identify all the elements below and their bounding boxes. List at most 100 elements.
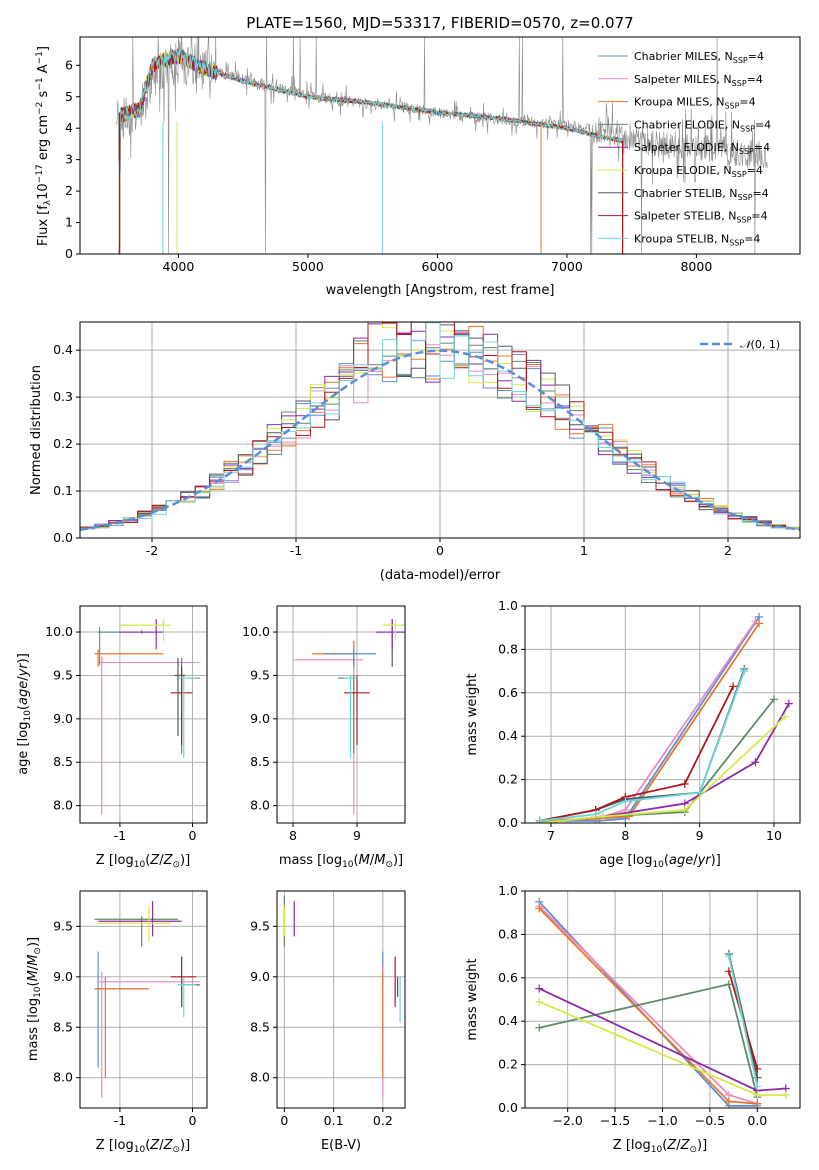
x-tick-label: 0 [436,543,444,558]
y-tick-label: 9.5 [250,667,270,682]
x-tick-label: 7 [547,828,555,843]
x-tick-label: 8 [289,828,297,843]
data-point [724,1097,733,1106]
series-kroupa-stelib [728,955,759,1087]
y-tick-label: 0.2 [498,772,518,787]
y-axis-label: age [log10(age/yr)] [16,653,33,775]
y-axis-label: mass weight [465,673,480,755]
x-tick-label: 0 [280,1113,288,1128]
y-tick-label: 9.0 [250,711,270,726]
x-tick-label: -1 [114,1113,126,1128]
x-tick-label: 0.0 [747,1113,767,1128]
y-tick-label: 8.5 [250,754,270,769]
x-tick-label: 9 [353,828,361,843]
x-tick-label: -1 [290,543,302,558]
mw_vs_age-axes: 7 8 9 10 0.0 0.2 0.4 0.6 0.8 1.0 [498,598,800,843]
histogram-axes: -2 -1 0 1 2 0.0 0.1 0.2 0.3 0.4 [53,322,800,558]
axes-frame [79,36,801,255]
y-tick-label: 0.8 [498,641,518,656]
legend-label: Chabrier MILES, NSSP=4 [634,50,764,65]
error-bars [293,619,405,815]
mass_vs_ebv-axes: 0 0.1 0.2 8.0 8.5 9.0 9.5 [250,891,405,1128]
legend-label: Salpeter STELIB, NSSP=4 [634,210,768,225]
y-tick-label: 0.0 [498,1100,518,1115]
mass_vs_Z-axes: -1 0 8.0 8.5 9.0 9.5 [53,891,207,1128]
model-salpeter-miles [118,50,623,254]
histogram-steps [80,322,800,532]
y-tick-label: 9.5 [53,667,73,682]
legend-label: Salpeter ELODIE, NSSP=4 [634,141,770,156]
spectrum-lines [116,37,768,254]
y-tick-label: 6 [65,57,73,72]
y-tick-label: 8.0 [53,1070,73,1085]
data-point [621,797,630,806]
model-salpeter-elodie [118,49,623,254]
model-kroupa-elodie [118,48,623,254]
x-axis-label: wavelength [Angstrom, rest frame] [326,283,555,298]
data-point [535,997,544,1006]
y-tick-label: 0.0 [498,815,518,830]
data-point [535,904,544,913]
y-tick-label: 10.0 [242,624,270,639]
series-lines [535,897,790,1108]
y-tick-label: 0.6 [498,685,518,700]
data-point [599,812,608,821]
x-axis-label: Z [log10(Z/Z⊙)] [613,1138,707,1155]
model-salpeter-stelib [118,47,623,254]
data-point [729,682,738,691]
model-kroupa-miles [119,48,623,254]
data-point [680,805,689,814]
x-tick-label: 8000 [680,259,712,274]
x-tick-label: -1 [114,828,126,843]
legend-label: Chabrier STELIB, NSSP=4 [634,187,769,202]
data-point [751,758,760,767]
x-tick-label: 10 [766,828,782,843]
model-chabrier-miles [118,50,623,254]
data-point [753,1082,762,1091]
spectrum-axes: 4000 5000 6000 7000 8000 0 1 2 3 4 5 6 [65,57,712,274]
y-tick-label: 8.5 [250,1019,270,1034]
x-axis-label: mass [log10(M/M⊙)] [279,853,403,870]
data-point [724,952,733,961]
age_vs_mass-axes: 8 9 8.0 8.5 9.0 9.5 10.0 [242,606,405,843]
y-axis-label: mass [log10(M/M⊙)] [26,937,43,1061]
x-tick-label: 8 [621,828,629,843]
series-chabrier-elodie [539,698,775,823]
y-tick-label: 0.6 [498,970,518,985]
y-tick-label: 5 [65,89,73,104]
y-tick-label: 0.8 [498,926,518,941]
model-chabrier-elodie [119,48,623,254]
y-tick-label: 8.5 [53,1019,73,1034]
y-tick-label: 1.0 [498,598,518,613]
y-tick-label: 8.0 [250,798,270,813]
y-tick-label: 0.1 [53,483,73,498]
series-lines [535,612,793,823]
axes-frame [79,605,208,824]
y-tick-label: 0.4 [498,728,518,743]
y-tick-label: 8.0 [250,1070,270,1085]
y-tick-label: 10.0 [45,624,73,639]
y-tick-label: 1 [65,215,73,230]
data-point [695,788,704,797]
axes-frame [276,890,406,1109]
x-tick-label: 0.1 [324,1113,344,1128]
y-tick-label: 0 [65,246,73,261]
data-point [781,712,790,721]
x-tick-label: 5000 [292,259,324,274]
x-tick-label: 4000 [163,259,195,274]
x-tick-label: 0 [189,1113,197,1128]
y-tick-label: 9.5 [53,918,73,933]
y-tick-label: 9.0 [250,969,270,984]
y-tick-label: 0.3 [53,389,73,404]
mw_vs_Z-axes: −2.0 −1.5 −1.0 −0.5 0.0 0.0 0.2 0.4 0.6 0.8 1.0 [498,883,800,1128]
data-point [781,1090,790,1099]
x-axis-label: Z [log10(Z/Z⊙)] [96,853,190,870]
x-tick-label: 6000 [422,259,454,274]
age_vs_Z-axes: -1 0 8.0 8.5 9.0 9.5 10.0 [45,606,207,843]
data-point [535,1023,544,1032]
x-tick-label: 2 [724,543,732,558]
y-tick-label: 0.4 [53,342,73,357]
y-tick-label: 0.2 [53,436,73,451]
legend-label: Salpeter MILES, NSSP=4 [634,73,763,88]
y-tick-label: 0.4 [498,1013,518,1028]
